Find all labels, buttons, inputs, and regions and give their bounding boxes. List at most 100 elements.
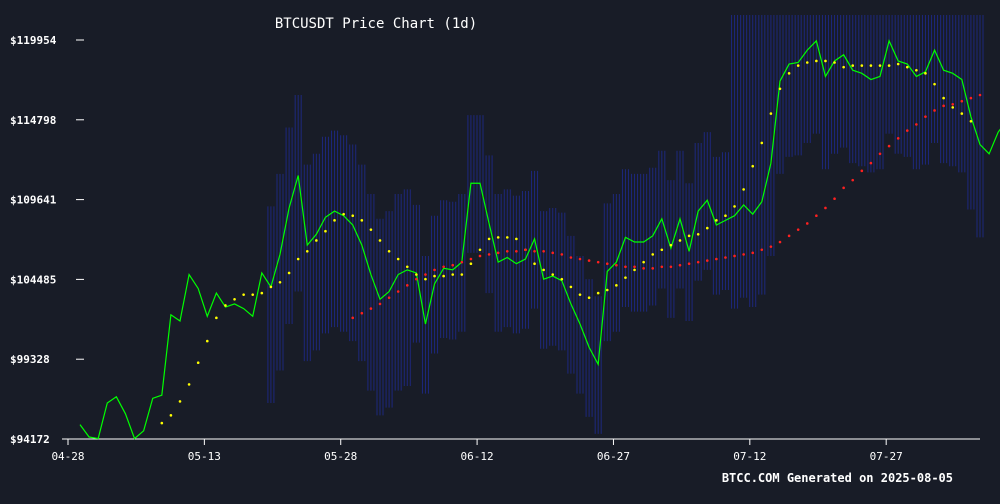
series-layer (79, 39, 1000, 440)
slow-ma-point (560, 253, 564, 256)
fast-ma-point (587, 296, 591, 300)
fast-ma-point (405, 265, 409, 269)
slow-ma-point (860, 169, 864, 173)
slow-ma-point (478, 254, 482, 258)
slow-ma-point (896, 137, 900, 140)
slow-ma-point (687, 262, 691, 265)
slow-ma-point (760, 248, 764, 252)
slow-ma-point (769, 245, 773, 248)
fast-ma-point (842, 65, 845, 69)
fast-ma-point (760, 141, 764, 145)
fast-ma-point (205, 339, 209, 343)
slow-ma-point (615, 263, 618, 267)
slow-ma-point (596, 260, 600, 264)
slow-ma-point (705, 259, 709, 262)
fast-ma-point (605, 288, 609, 292)
fast-ma-point (178, 400, 182, 403)
slow-ma-point (569, 256, 573, 259)
slow-ma-point (678, 263, 682, 267)
slow-ma-point (642, 267, 645, 270)
fast-ma-point (215, 316, 218, 320)
y-tick-label: $94172 (10, 433, 50, 446)
slow-ma-point (878, 152, 882, 156)
slow-ma-point (369, 307, 373, 310)
slow-ma-point (415, 277, 418, 281)
slow-ma-point (378, 302, 382, 306)
fast-ma-point (487, 237, 491, 241)
fast-ma-point (687, 234, 691, 238)
x-tick-label: 04-28 (51, 450, 84, 463)
fast-ma-point (369, 228, 373, 231)
fast-ma-point (678, 239, 682, 242)
y-tick-label: $109641 (10, 194, 57, 207)
fast-ma-point (869, 64, 873, 67)
slow-ma-point (824, 206, 827, 210)
fast-ma-point (496, 236, 500, 239)
fast-ma-point (915, 68, 918, 72)
fast-ma-point (433, 274, 436, 278)
fast-ma-point (378, 239, 382, 242)
fast-ma-point (887, 64, 891, 67)
fast-ma-point (642, 260, 645, 264)
fast-ma-point (424, 277, 427, 281)
fast-ma-point (815, 59, 818, 63)
fast-ma-point (469, 262, 473, 265)
slow-ma-point (669, 265, 673, 269)
slow-ma-point (396, 290, 400, 293)
slow-ma-point (424, 273, 427, 276)
fast-ma-point (169, 414, 173, 417)
slow-ma-point (551, 251, 555, 255)
slow-ma-point (469, 257, 473, 261)
slow-ma-point (433, 268, 436, 272)
fast-ma-point (805, 61, 809, 64)
slow-ma-point (915, 123, 918, 126)
slow-ma-point (796, 228, 800, 231)
fast-ma-point (233, 297, 236, 301)
slow-ma-point (887, 144, 891, 148)
slow-ma-point (660, 265, 664, 269)
fast-ma-point (624, 276, 627, 279)
fast-ma-point (396, 257, 400, 261)
fast-ma-point (324, 229, 327, 233)
fast-ma-point (942, 96, 945, 100)
x-tick-label: 07-12 (733, 450, 766, 463)
volatility-band (267, 15, 984, 434)
fast-ma-point (705, 226, 709, 230)
fast-ma-point (951, 106, 955, 109)
fast-ma-point (451, 273, 455, 276)
fast-ma-point (651, 253, 655, 256)
y-tick-label: $99328 (10, 353, 50, 366)
fast-ma-point (196, 361, 200, 365)
fast-ma-point (824, 59, 827, 63)
fast-ma-point (742, 188, 745, 191)
slow-ma-point (715, 257, 718, 261)
fast-ma-point (542, 268, 545, 272)
fast-ma-point (615, 284, 618, 287)
fast-ma-point (560, 277, 564, 281)
fast-ma-point (533, 262, 536, 265)
slow-ma-point (842, 186, 845, 190)
slow-ma-point (587, 259, 591, 262)
fast-ma-point (633, 268, 636, 272)
fast-ma-point (269, 285, 273, 289)
slow-ma-point (578, 257, 582, 261)
slow-ma-point (505, 250, 509, 253)
slow-ma-point (960, 99, 964, 103)
slow-ma-point (442, 265, 445, 269)
slow-ma-point (978, 93, 982, 97)
fast-ma-point (715, 219, 718, 222)
fast-ma-point (896, 62, 900, 66)
y-tick-label: $104485 (10, 273, 56, 286)
slow-ma-point (524, 248, 527, 252)
fast-ma-point (905, 65, 909, 69)
slow-ma-point (387, 296, 391, 300)
fast-ma-point (551, 273, 555, 276)
chart-title: BTCUSDT Price Chart (1d) (275, 16, 477, 32)
y-tick-label: $119954 (10, 34, 57, 47)
fast-ma-point (769, 112, 773, 115)
fast-ma-point (478, 248, 482, 252)
slow-ma-point (805, 222, 809, 225)
fast-ma-point (751, 164, 755, 168)
